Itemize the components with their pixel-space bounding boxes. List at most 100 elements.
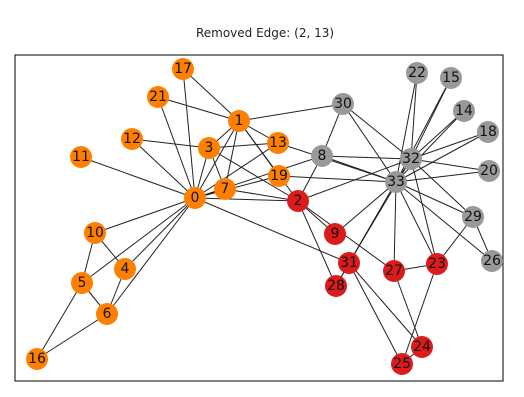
edge — [36, 313, 108, 360]
node-label: 22 — [408, 65, 426, 81]
node — [478, 160, 500, 182]
edge — [395, 131, 489, 183]
edge — [348, 262, 423, 348]
node — [267, 132, 289, 154]
node — [385, 171, 407, 193]
edge — [277, 142, 397, 183]
node — [391, 353, 413, 375]
node-label: 8 — [318, 148, 327, 164]
node-label: 30 — [334, 96, 352, 112]
edge — [194, 175, 280, 199]
edge — [208, 142, 279, 149]
edge — [194, 142, 279, 199]
edge — [36, 282, 83, 360]
node — [440, 67, 462, 89]
edge — [278, 175, 397, 183]
edge — [124, 197, 196, 270]
edge — [131, 138, 196, 199]
node-label: 20 — [480, 163, 498, 179]
node — [70, 146, 92, 168]
node — [71, 272, 93, 294]
node-label: 28 — [327, 278, 345, 294]
edge — [157, 96, 240, 122]
node — [214, 178, 236, 200]
node — [325, 275, 347, 297]
edge — [395, 181, 474, 218]
node — [228, 110, 250, 132]
edge — [182, 68, 240, 122]
node — [311, 145, 333, 167]
node-label: 12 — [123, 131, 141, 147]
node — [121, 128, 143, 150]
node-label: 26 — [483, 253, 501, 269]
node — [481, 250, 503, 272]
edge — [81, 197, 196, 284]
edge — [348, 262, 403, 365]
node-label: 10 — [86, 225, 104, 241]
edge — [410, 131, 489, 160]
edge — [395, 181, 438, 265]
node-label: 1 — [235, 113, 244, 129]
edge — [395, 170, 490, 183]
edge — [410, 110, 465, 160]
node — [477, 121, 499, 143]
node-label: 7 — [221, 181, 230, 197]
edge — [342, 103, 397, 183]
edges — [36, 68, 493, 365]
node-label: 23 — [428, 256, 446, 272]
node-label: 4 — [121, 261, 130, 277]
edge — [334, 181, 397, 235]
node-label: 15 — [442, 70, 460, 86]
node-label: 16 — [28, 351, 46, 367]
node-label: 6 — [103, 306, 112, 322]
edge — [224, 120, 240, 190]
edge — [238, 103, 344, 122]
edge — [410, 158, 490, 172]
edge — [410, 72, 418, 160]
edge — [410, 158, 438, 265]
node-label: 29 — [464, 209, 482, 225]
title: Removed Edge: (2, 13) — [196, 26, 334, 40]
node-label: 17 — [174, 61, 192, 77]
edge — [94, 197, 196, 234]
node — [324, 223, 346, 245]
node-label: 14 — [455, 103, 473, 119]
node-label: 3 — [205, 140, 214, 156]
node-label: 0 — [191, 190, 200, 206]
node — [383, 260, 405, 282]
node — [147, 86, 169, 108]
node-label: 32 — [402, 151, 420, 167]
node-label: 11 — [72, 149, 90, 165]
edge — [80, 156, 196, 199]
node — [198, 137, 220, 159]
node-label: 13 — [269, 135, 287, 151]
edge — [401, 263, 438, 365]
node — [184, 187, 206, 209]
node — [287, 190, 309, 212]
node-label: 5 — [78, 275, 87, 291]
node — [400, 148, 422, 170]
node — [268, 165, 290, 187]
edge — [131, 138, 210, 149]
node-label: 9 — [331, 226, 340, 242]
node-label: 2 — [294, 193, 303, 209]
node — [114, 258, 136, 280]
edge — [297, 200, 395, 272]
node — [84, 222, 106, 244]
node — [462, 206, 484, 228]
edge — [238, 120, 280, 177]
node-label: 18 — [479, 124, 497, 140]
edge — [410, 158, 474, 218]
frame — [14, 54, 504, 382]
edge — [194, 197, 350, 264]
edge — [182, 68, 196, 199]
edge — [342, 103, 412, 160]
edge — [321, 155, 412, 160]
edge — [393, 270, 423, 348]
node-label: 31 — [340, 255, 358, 271]
node — [338, 252, 360, 274]
node — [406, 62, 428, 84]
node — [453, 100, 475, 122]
